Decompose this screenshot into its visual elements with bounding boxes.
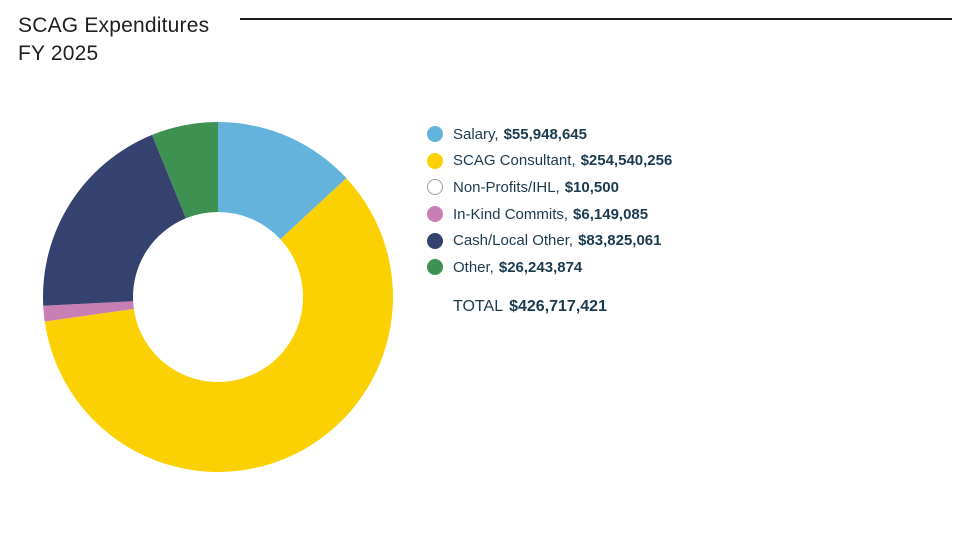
legend-label: SCAG Consultant, [453, 152, 576, 170]
legend-dot-other [427, 259, 443, 276]
legend-label: Non-Profits/IHL, [453, 178, 560, 196]
legend-dot-non-profits-ihl [427, 179, 443, 196]
legend-dot-cash-local-other [427, 232, 443, 249]
donut-slice-in-kind-commits [43, 301, 134, 322]
legend-label: In-Kind Commits, [453, 205, 569, 223]
donut-slice-cash-local-other [43, 134, 186, 306]
legend-dot-scag-consultant [427, 152, 443, 169]
header-divider-line [240, 18, 952, 20]
donut-slice-other [152, 122, 218, 219]
legend-total-row: TOTAL $426,717,421 [427, 294, 672, 321]
legend-item-in-kind-commits: In-Kind Commits, $6,149,085 [427, 201, 672, 228]
legend-value: $254,540,256 [580, 152, 673, 170]
legend-label: Other, [453, 258, 494, 276]
legend-item-other: Other, $26,243,874 [427, 254, 672, 281]
total-value: $426,717,421 [509, 298, 607, 316]
donut-slice-salary [218, 122, 347, 240]
donut-slice-non-profits-ihl [44, 308, 134, 322]
legend-item-scag-consultant: SCAG Consultant, $254,540,256 [427, 148, 672, 175]
legend-value: $10,500 [564, 178, 619, 196]
legend-value: $55,948,645 [503, 125, 587, 143]
legend-label: Salary, [453, 125, 499, 143]
legend-dot-in-kind-commits [427, 206, 443, 223]
page-title: SCAG Expenditures FY 2025 [18, 12, 209, 68]
legend: Salary, $55,948,645 SCAG Consultant, $254… [427, 121, 672, 321]
legend-value: $6,149,085 [573, 205, 649, 223]
page-title-line1: SCAG Expenditures [18, 14, 210, 37]
donut-chart [43, 122, 394, 473]
legend-value: $83,825,061 [578, 232, 662, 250]
legend-label: Cash/Local Other, [453, 232, 574, 250]
legend-dot-salary [427, 126, 443, 143]
legend-value: $26,243,874 [498, 258, 583, 276]
page-title-line2: FY 2025 [18, 42, 99, 65]
legend-item-cash-local-other: Cash/Local Other, $83,825,061 [427, 227, 672, 254]
donut-chart-container [38, 117, 398, 477]
legend-item-non-profits-ihl: Non-Profits/IHL, $10,500 [427, 174, 672, 201]
legend-item-salary: Salary, $55,948,645 [427, 121, 672, 148]
total-label: TOTAL [453, 298, 504, 316]
donut-slice-scag-consultant [44, 178, 394, 473]
